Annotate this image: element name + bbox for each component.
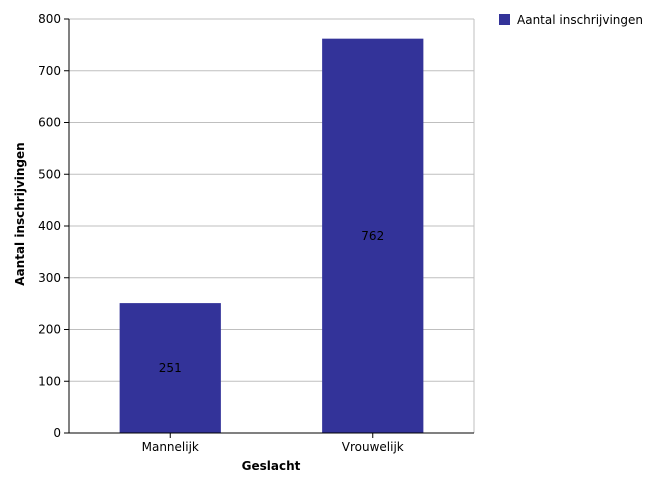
x-axis-title: Geslacht — [242, 459, 301, 473]
axes — [64, 18, 474, 438]
y-tick-label: 300 — [38, 271, 61, 285]
y-tick-label: 800 — [38, 12, 61, 26]
x-tick-labels: Mannelijk Vrouwelijk — [142, 440, 404, 454]
x-tick-label: Vrouwelijk — [342, 440, 404, 454]
y-tick-label: 400 — [38, 219, 61, 233]
legend: Aantal inschrijvingen — [499, 13, 643, 27]
data-label: 762 — [361, 229, 384, 243]
bar-vrouwelijk — [322, 38, 424, 433]
bar-mannelijk — [119, 303, 221, 433]
y-tick-label: 600 — [38, 116, 61, 130]
y-tick-labels: 0 100 200 300 400 500 600 700 800 — [38, 12, 61, 440]
y-tick-label: 0 — [53, 426, 61, 440]
y-tick-label: 100 — [38, 374, 61, 388]
y-tick-label: 200 — [38, 323, 61, 337]
x-tick-label: Mannelijk — [142, 440, 199, 454]
data-labels: 251 762 — [159, 229, 384, 375]
legend-label: Aantal inschrijvingen — [517, 13, 643, 27]
y-tick-label: 700 — [38, 64, 61, 78]
data-label: 251 — [159, 361, 182, 375]
y-axis-title: Aantal inschrijvingen — [13, 142, 27, 285]
legend-swatch — [499, 14, 510, 25]
bars — [119, 38, 424, 433]
y-tick-label: 500 — [38, 167, 61, 181]
